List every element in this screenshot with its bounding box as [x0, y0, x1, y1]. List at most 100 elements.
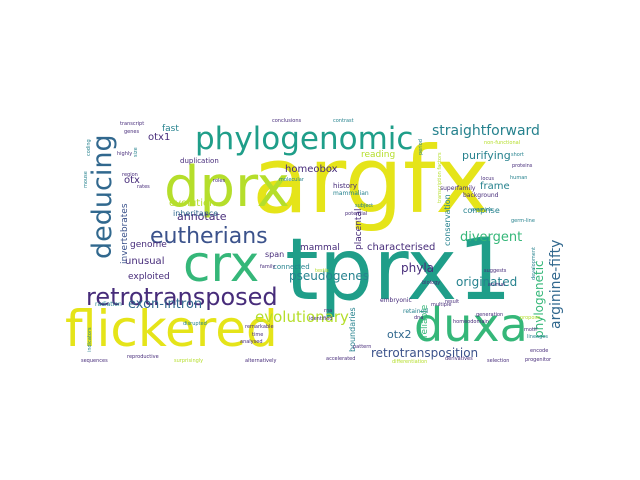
word-progenitor: progenitor [525, 357, 552, 363]
word-highly: highly [117, 151, 132, 157]
word-argfx: argfx [252, 127, 490, 234]
word-crx: crx [183, 235, 259, 293]
word-otx1: otx1 [148, 132, 170, 143]
word-lineages: lineages [527, 334, 548, 340]
word-non-functional: non-functional [484, 140, 520, 146]
word-straightforward: straightforward [432, 123, 540, 139]
word-identified: identified [309, 316, 333, 322]
word-rates: rates [137, 184, 150, 190]
word-short: short [511, 152, 524, 158]
word-germ-line: germ-line [511, 218, 535, 224]
word-alternatively: alternatively [245, 358, 276, 364]
word-embryonic: embryonic [380, 297, 412, 304]
word-span: span [265, 250, 284, 259]
word-characterised: characterised [367, 242, 435, 253]
word-evolutionary: evolutionary [255, 308, 349, 326]
word-deducing: deducing [87, 134, 118, 259]
word-superfamily: superfamily [440, 185, 476, 192]
word-retrotransposition: retrotransposition [371, 346, 478, 360]
word-generation: generation [476, 312, 503, 318]
word-locus: locus [481, 176, 494, 182]
word-dna: dna [414, 315, 423, 321]
word-otx: otx [124, 175, 140, 186]
word-potential: potential [345, 211, 367, 217]
word-motif: motif [524, 327, 537, 333]
word-otx2: otx2 [387, 328, 412, 341]
word-reproductive: reproductive [127, 354, 159, 360]
word-surprisingly: surprisingly [174, 358, 203, 364]
word-contrast: contrast [333, 118, 354, 124]
word-fast: fast [162, 124, 179, 134]
word-placental: placental [354, 209, 364, 250]
word-multiple: multiple [431, 302, 451, 308]
word-sequences: sequences [81, 358, 108, 364]
word-size: size [133, 147, 139, 157]
word-eutherians: eutherians [150, 224, 268, 249]
word-inheritance: inheritance [173, 209, 218, 218]
word-comprise: comprise [463, 206, 500, 215]
word-genes: genes [124, 129, 139, 135]
word-reading: reading [361, 150, 395, 160]
word-retained: retained [403, 308, 428, 315]
word-region: region [122, 172, 138, 178]
word-connected: connected [273, 263, 310, 271]
word-testis: testis [315, 268, 329, 274]
word-retrotransposed: retrotransposed [86, 283, 278, 311]
word-mammal: mammal [300, 243, 340, 253]
word-homeobox: homeobox [285, 164, 338, 175]
word-indicators: indicators [87, 327, 93, 352]
word-disrupted: disrupted [183, 321, 207, 327]
word-selection: selection [487, 358, 509, 364]
word-phyla: phyla [401, 261, 434, 275]
word-conclusions: conclusions [272, 118, 302, 124]
word-time: time [252, 332, 263, 338]
word-tprx1: tprx1 [285, 220, 512, 320]
word-propose: propose [520, 315, 540, 321]
word-transcription-factors: transcription factors [437, 152, 443, 203]
word-radiation: radiation [95, 301, 122, 308]
word-exon-intron: exon-intron [128, 297, 202, 312]
word-homeodomain: homeodomain [453, 319, 489, 325]
word-genome: genome [130, 240, 167, 250]
word-biology: biology [422, 280, 440, 286]
word-remarkable: remarkable [245, 324, 274, 330]
word-period: period [418, 139, 424, 155]
word-accelerated: accelerated [326, 356, 355, 362]
word-result: result [445, 299, 459, 305]
word-mouse: mouse [83, 171, 89, 188]
word-pattern: pattern [353, 344, 371, 350]
word-roles: roles [213, 178, 225, 184]
word-dprx: dprx [164, 155, 290, 220]
word-invertebrates: invertebrates [120, 203, 130, 264]
word-examine: examine [471, 207, 493, 213]
word-phylogenomic: phylogenomic [195, 121, 413, 157]
word-human: human [510, 175, 527, 181]
word-molecular: molecular [279, 177, 305, 183]
word-coding: coding [86, 139, 92, 156]
word-animal: animal [488, 282, 505, 288]
word-pseudogenes: pseudogenes [289, 269, 369, 283]
word-history: history [333, 182, 357, 190]
word-encode: encode [530, 348, 548, 354]
word-boundaries: boundaries [348, 307, 357, 352]
word-flickered: flickered [65, 300, 278, 358]
word-exploited: exploited [128, 272, 170, 282]
word-phylogenetic: phylogenetic [532, 260, 546, 338]
word-annotate: annotate [177, 210, 227, 223]
word-rna: rna [324, 308, 332, 314]
word-analysed: analysed [240, 339, 263, 345]
word-transcript: transcript [120, 121, 144, 127]
word-evolution: evolution [169, 198, 215, 209]
word-conservation: conservation [443, 194, 452, 246]
word-proteins: proteins [512, 163, 533, 169]
word-derivatives: derivatives [445, 356, 473, 362]
word-divergent: divergent [460, 230, 522, 245]
word-development: development [531, 247, 537, 280]
word-duplication: duplication [180, 157, 219, 165]
word-background: background [463, 192, 499, 199]
word-purifying: purifying [462, 149, 511, 162]
word-subject: subject [355, 203, 373, 209]
word-mammalian: mammalian [333, 190, 369, 197]
